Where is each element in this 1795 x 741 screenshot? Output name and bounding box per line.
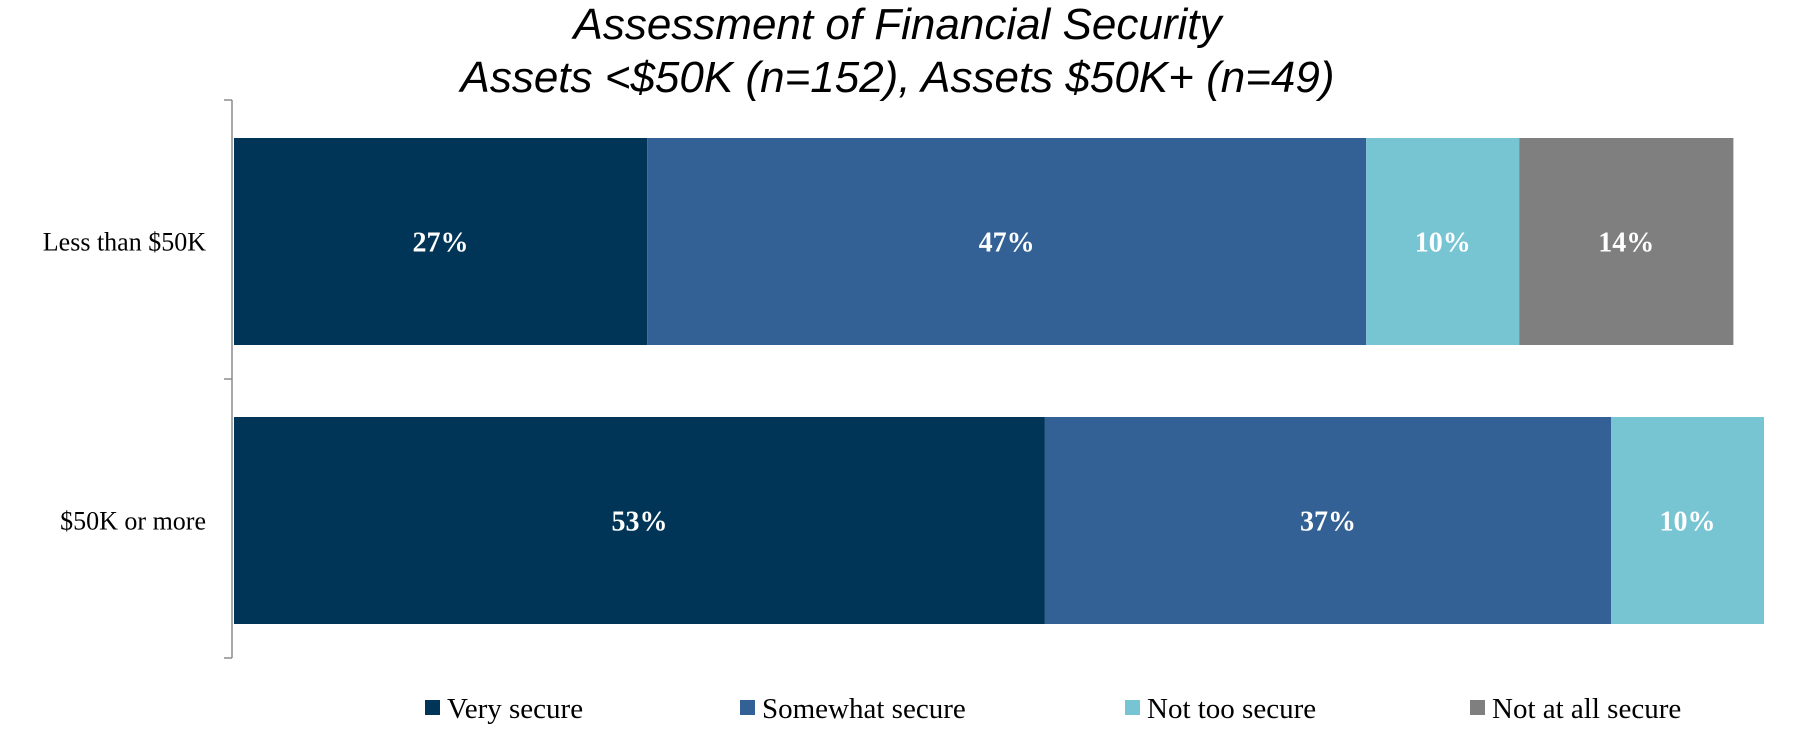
bar-very-secure-less-than-50k <box>234 138 648 345</box>
data-label-somewhat-secure-50k-or-more: 37% <box>1300 507 1356 538</box>
category-label-50k-or-more: $50K or more <box>60 507 206 536</box>
data-label-not-at-all-secure-less-than-50k: 14% <box>1598 228 1654 259</box>
legend-label-not-at-all-secure: Not at all secure <box>1492 693 1681 725</box>
legend-swatch-very-secure <box>425 700 440 715</box>
data-label-very-secure-50k-or-more: 53% <box>611 507 667 538</box>
data-label-not-too-secure-less-than-50k: 10% <box>1415 228 1471 259</box>
bar-somewhat-secure-50k-or-more <box>1044 417 1611 624</box>
bar-not-at-all-secure-less-than-50k <box>1519 138 1734 345</box>
bar-not-too-secure-50k-or-more <box>1611 417 1764 624</box>
legend-swatch-somewhat-secure <box>740 700 755 715</box>
legend-swatch-not-too-secure <box>1125 700 1140 715</box>
chart-subtitle: Assets <$50K (n=152), Assets $50K+ (n=49… <box>460 53 1335 102</box>
legend-swatch-not-at-all-secure <box>1470 700 1485 715</box>
legend-label-somewhat-secure: Somewhat secure <box>762 693 966 725</box>
bar-somewhat-secure-less-than-50k <box>647 138 1367 345</box>
bar-very-secure-50k-or-more <box>234 417 1045 624</box>
chart-title: Assessment of Financial Security <box>573 0 1222 49</box>
data-label-somewhat-secure-less-than-50k: 47% <box>979 228 1035 259</box>
data-label-not-too-secure-50k-or-more: 10% <box>1660 507 1716 538</box>
bar-not-too-secure-less-than-50k <box>1366 138 1520 345</box>
data-label-very-secure-less-than-50k: 27% <box>413 228 469 259</box>
legend-label-very-secure: Very secure <box>447 693 583 725</box>
legend-label-not-too-secure: Not too secure <box>1147 693 1316 725</box>
category-label-less-than-50k: Less than $50K <box>43 228 206 257</box>
